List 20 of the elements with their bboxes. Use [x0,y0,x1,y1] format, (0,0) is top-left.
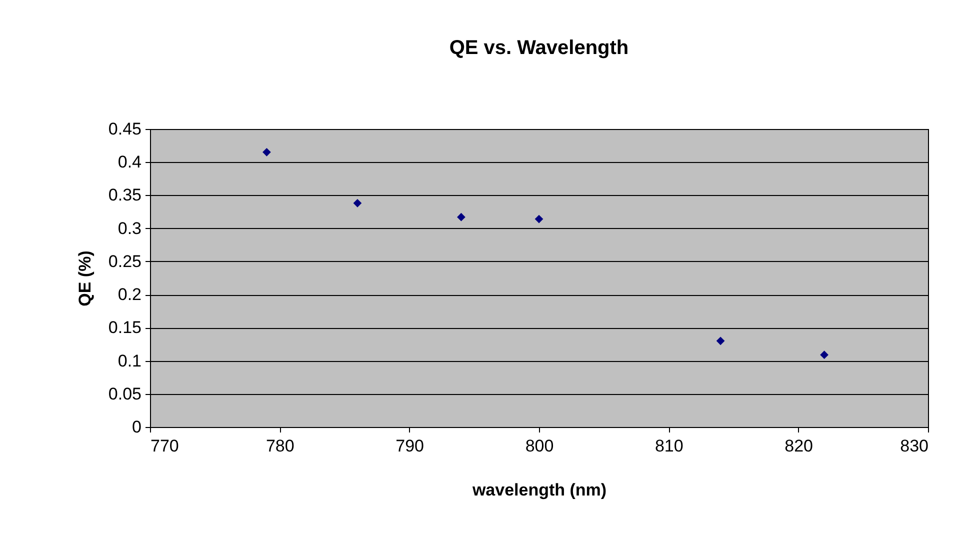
y-tick-label: 0.1 [118,351,142,370]
chart-title: QE vs. Wavelength [449,37,629,59]
y-tick-label: 0.2 [118,285,142,304]
y-tick-label: 0.35 [108,186,142,205]
x-tick-label: 780 [266,436,294,456]
y-tick-label: 0.05 [108,384,142,404]
x-tick-label: 810 [654,436,684,456]
y-tick-label: 0.15 [108,318,142,338]
x-tick-label: 820 [784,436,814,456]
y-tick-label: 0.3 [118,218,142,238]
y-axis-title: QE (%) [75,250,94,306]
y-tick-label: 0.45 [108,120,142,138]
y-tick-label: 0.4 [118,152,142,172]
x-tick-label: 800 [525,436,554,456]
y-tick-label: 0 [132,418,142,436]
x-axis-title: wavelength (nm) [471,480,607,500]
y-tick-label: 0.25 [108,252,142,271]
x-tick-label: 830 [900,436,928,456]
x-tick-label: 790 [396,436,424,456]
x-tick-label: 770 [150,436,179,456]
